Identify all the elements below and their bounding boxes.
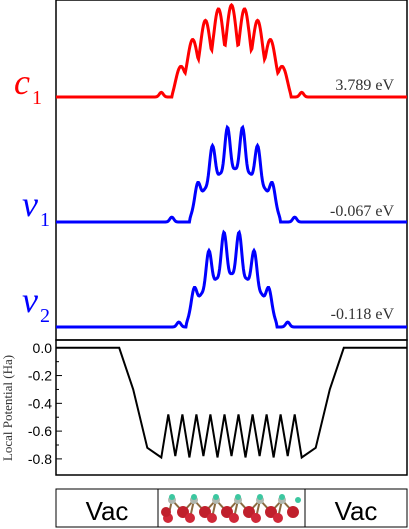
atom-h xyxy=(279,494,285,500)
region-label-right-vac: Vac xyxy=(335,496,378,526)
atom-heavy xyxy=(251,513,261,523)
energy-label-v2: -0.118 eV xyxy=(331,306,395,323)
atom-heavy xyxy=(288,507,298,517)
potential-panel-frame xyxy=(55,339,408,476)
atom-h xyxy=(295,497,301,503)
atom-heavy xyxy=(229,513,239,523)
local-potential-curve xyxy=(56,346,407,460)
y-tick-label: -0.4 xyxy=(28,395,52,411)
y-tick-label: -0.8 xyxy=(28,451,52,467)
atom-heavy xyxy=(185,513,195,523)
region-label-left-vac: Vac xyxy=(86,496,129,526)
atom-heavy xyxy=(273,513,283,523)
c1-wavefunction-curve xyxy=(56,2,407,99)
atom-heavy xyxy=(207,513,217,523)
atom-h xyxy=(213,494,219,500)
structure-bar-frame xyxy=(55,488,408,528)
atom-h xyxy=(169,494,175,500)
y-axis-ticks: 0.0 -0.2 -0.4 -0.6 -0.8 xyxy=(28,340,62,467)
v1-wavefunction-curve xyxy=(56,124,407,224)
wavefunction-panel-frame xyxy=(55,0,408,341)
y-tick-label: 0.0 xyxy=(33,340,53,356)
atom-h xyxy=(257,494,263,500)
atom-heavy xyxy=(161,507,171,517)
v2-wavefunction-curve xyxy=(56,229,407,329)
y-tick-label: -0.6 xyxy=(28,423,52,439)
y-axis-label: Local Potential (Ha) xyxy=(0,355,15,461)
energy-label-c1: 3.789 eV xyxy=(335,77,394,94)
y-tick-label: -0.2 xyxy=(28,368,52,384)
energy-label-v1: -0.067 eV xyxy=(330,203,394,220)
atom-h xyxy=(191,494,197,500)
molecular-structure-illustration xyxy=(161,494,301,523)
atom-h xyxy=(235,494,241,500)
